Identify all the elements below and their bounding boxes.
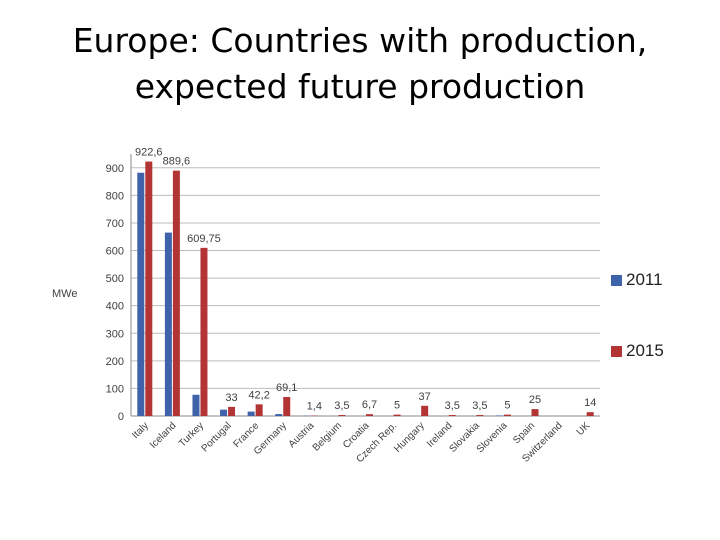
- y-tick-label: 800: [106, 190, 124, 202]
- bar-2011-turkey: [192, 394, 200, 416]
- data-label: 3,5: [334, 400, 349, 412]
- x-tick-label: Iceland: [148, 420, 179, 451]
- x-tick-label: Spain: [511, 420, 537, 446]
- data-label: 69,1: [276, 382, 297, 394]
- y-tick-label: 400: [106, 301, 124, 313]
- bar-2015-slovakia: [476, 415, 484, 416]
- y-tick-label: 0: [118, 411, 124, 423]
- data-label: 5: [394, 400, 400, 412]
- bar-2015-germany: [283, 396, 291, 416]
- slide-title-line-1: Europe: Countries with production,: [72, 21, 648, 60]
- bar-2015-hungary: [421, 405, 429, 416]
- bar-2015-france: [255, 404, 263, 416]
- bar-2011-italy: [137, 172, 145, 416]
- data-label: 14: [584, 397, 596, 409]
- data-label: 6,7: [362, 399, 377, 411]
- bar-2015-uk: [586, 412, 594, 416]
- y-tick-label: 700: [106, 218, 124, 230]
- bar-2015-croatia: [366, 414, 373, 416]
- bar-2011-slovenia: [495, 415, 503, 416]
- slide-title: Europe: Countries with production, expec…: [0, 18, 720, 110]
- x-tick-label: Belgium: [311, 420, 344, 453]
- data-label: 1,4: [307, 401, 322, 413]
- x-tick-label: UK: [575, 420, 593, 438]
- data-label: 3,5: [445, 400, 460, 412]
- data-label: 37: [419, 391, 431, 403]
- bar-2015-turkey: [200, 247, 208, 416]
- data-label: 3,5: [472, 400, 487, 412]
- bar-2011-france: [247, 411, 255, 416]
- bar-2015-slovenia: [503, 414, 511, 416]
- bar-2011-portugal: [220, 409, 228, 416]
- y-tick-label: 200: [106, 356, 124, 368]
- slide-title-line-2: expected future production: [134, 67, 586, 106]
- legend-item-2015: 2015: [611, 341, 664, 361]
- data-label: 922,6: [135, 147, 163, 159]
- bar-2015-spain: [531, 409, 539, 416]
- y-tick-label: 100: [106, 383, 124, 395]
- y-tick-label: 500: [106, 273, 124, 285]
- bar-2015-ireland: [448, 415, 456, 416]
- x-tick-label: Hungary: [392, 420, 427, 455]
- y-axis-label: MWe: [52, 288, 77, 300]
- x-tick-label: Italy: [130, 420, 151, 441]
- bar-2015-czech-rep-: [393, 414, 401, 416]
- data-label: 33: [225, 392, 237, 404]
- legend-label-2015: 2015: [626, 341, 664, 360]
- y-tick-label: 600: [106, 246, 124, 258]
- data-label: 42,2: [248, 389, 269, 401]
- y-tick-label: 300: [106, 328, 124, 340]
- data-label: 609,75: [187, 233, 221, 245]
- x-tick-label: Portugal: [200, 420, 234, 454]
- legend-label-2011: 2011: [626, 270, 663, 289]
- legend-swatch-2011: [611, 274, 622, 286]
- bar-2015-belgium: [338, 415, 346, 416]
- bar-2011-iceland: [164, 232, 172, 416]
- y-tick-label: 900: [106, 163, 124, 175]
- legend-item-2011: 2011: [611, 270, 663, 290]
- legend-swatch-2015: [611, 345, 622, 357]
- data-label: 889,6: [163, 156, 191, 168]
- data-label: 25: [529, 394, 541, 406]
- bar-2015-iceland: [172, 170, 180, 416]
- bar-2015-italy: [145, 161, 153, 416]
- bar-2015-portugal: [228, 406, 236, 416]
- x-tick-label: Slovenia: [475, 420, 510, 455]
- bar-2011-germany: [275, 414, 283, 416]
- data-label: 5: [504, 400, 510, 412]
